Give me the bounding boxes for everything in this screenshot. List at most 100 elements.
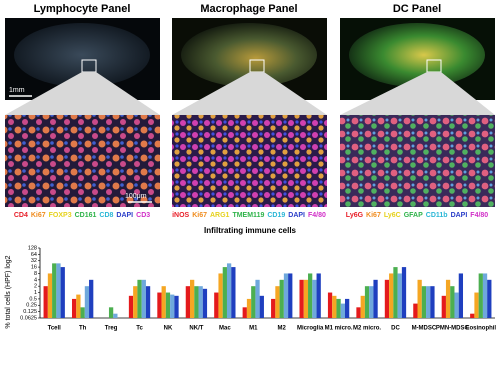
- bar: [421, 286, 427, 318]
- marker-name: DAPI: [288, 212, 305, 219]
- bar: [89, 279, 94, 318]
- bar: [401, 267, 407, 318]
- brain-slice: [181, 23, 317, 87]
- bar: [389, 273, 394, 318]
- x-tick-label: Eosinophil: [465, 326, 496, 332]
- marker-name: Ki67: [366, 212, 381, 219]
- bar: [474, 292, 479, 318]
- marker-name: CD19: [267, 212, 285, 219]
- bar: [303, 279, 309, 318]
- bar: [218, 273, 223, 318]
- bar: [299, 279, 304, 318]
- x-tick-label: M2 micro.: [353, 326, 381, 332]
- marker-name: GFAP: [404, 212, 423, 219]
- bar: [417, 279, 422, 318]
- bar: [60, 267, 65, 318]
- marker-name: CD8: [99, 212, 113, 219]
- bar: [275, 286, 280, 318]
- bar: [174, 295, 179, 318]
- marker-name: F4/80: [470, 212, 488, 219]
- marker-name: TMEM119: [232, 212, 264, 219]
- brain-slice: [349, 23, 485, 87]
- bar: [231, 267, 236, 318]
- y-tick-label: 32: [31, 258, 37, 264]
- bar: [141, 279, 146, 318]
- bar: [450, 286, 455, 318]
- bar: [202, 288, 208, 318]
- y-tick-label: 1: [34, 290, 37, 296]
- panel-title: Lymphocyte Panel: [34, 3, 131, 15]
- bar: [430, 286, 435, 318]
- x-tick-label: DC: [391, 326, 400, 332]
- x-tick-label: Tc: [136, 326, 143, 332]
- marker-name: CD11b: [426, 212, 448, 219]
- x-tick-label: NK/T: [189, 326, 203, 332]
- zoom-image: [5, 115, 160, 207]
- bar: [190, 279, 195, 318]
- y-tick-label: 0.25: [26, 303, 37, 309]
- panel-title: DC Panel: [393, 3, 441, 15]
- x-tick-label: M-MDSC: [412, 326, 437, 332]
- y-tick-label: 128: [28, 245, 37, 251]
- bar: [397, 273, 402, 318]
- marker-name: iNOS: [172, 212, 189, 219]
- bar: [288, 273, 293, 318]
- scale-label: 100μm: [125, 193, 147, 200]
- bar: [84, 286, 90, 318]
- bar: [393, 267, 398, 318]
- y-tick-label: 16: [31, 265, 37, 271]
- bar: [458, 273, 464, 318]
- bar: [128, 295, 134, 318]
- bar: [194, 286, 199, 318]
- marker-name: ARG1: [210, 212, 230, 219]
- bar: [344, 298, 350, 318]
- marker-name: F4/80: [308, 212, 326, 219]
- marker-name: FOXP3: [49, 212, 72, 219]
- bar: [316, 273, 321, 318]
- bar: [426, 286, 431, 318]
- bar: [327, 292, 333, 318]
- bar: [259, 295, 264, 318]
- y-tick-label: 8: [34, 271, 37, 277]
- bar: [222, 267, 227, 318]
- panel-title: Macrophage Panel: [200, 3, 297, 15]
- bar: [165, 292, 171, 318]
- y-tick-label: 4: [34, 277, 37, 283]
- x-tick-label: M2: [278, 326, 287, 332]
- x-tick-label: M1 micro.: [325, 326, 353, 332]
- bar: [71, 298, 77, 318]
- y-tick-label: 0.5: [29, 296, 37, 302]
- bar: [312, 279, 317, 318]
- y-axis-label: % total cells (HPF) log2: [5, 255, 12, 328]
- bar: [445, 279, 451, 318]
- bar: [384, 279, 390, 318]
- x-tick-label: Mac: [219, 326, 231, 332]
- marker-name: DAPI: [451, 212, 468, 219]
- bar: [283, 273, 289, 318]
- x-tick-label: Tcell: [48, 326, 62, 332]
- bar: [308, 273, 313, 318]
- bar: [145, 286, 151, 318]
- zoom-image: [172, 115, 327, 207]
- scale-label: 1mm: [9, 87, 25, 94]
- marker-name: CD4: [14, 212, 28, 219]
- bar: [246, 298, 252, 318]
- bar: [332, 295, 337, 318]
- bar: [161, 286, 166, 318]
- bar: [242, 307, 247, 318]
- marker-name: CD161: [75, 212, 97, 219]
- bar: [340, 303, 345, 318]
- x-tick-label: M1: [249, 326, 258, 332]
- marker-legend: CD4 Ki67 FOXP3 CD161 CD8 DAPI CD3: [14, 212, 150, 219]
- y-tick-label: 0.0625: [20, 315, 37, 321]
- zoom-connectors: [5, 72, 495, 115]
- marker-name: Ki67: [31, 212, 46, 219]
- x-tick-label: Th: [79, 326, 87, 332]
- bar: [413, 303, 418, 318]
- marker-name: CD3: [136, 212, 150, 219]
- bar: [157, 292, 162, 318]
- x-tick-label: NK: [164, 326, 173, 332]
- bar: [80, 307, 85, 318]
